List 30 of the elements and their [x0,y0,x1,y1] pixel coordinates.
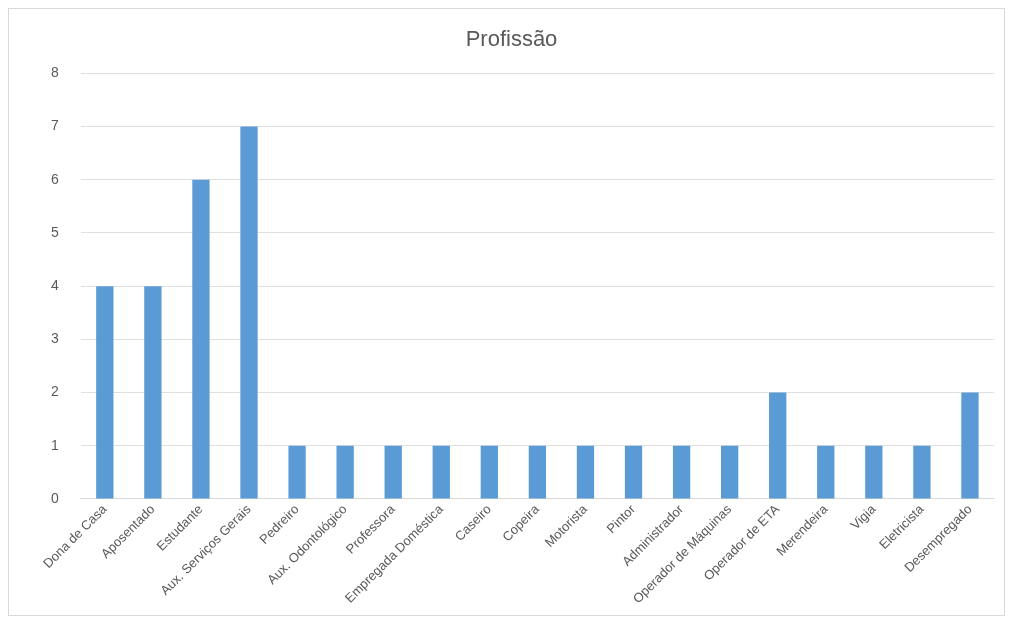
bar [96,286,114,499]
bar [913,445,931,499]
bar [384,445,402,499]
chart-title: Profissão [465,26,558,52]
bar [192,179,210,499]
bar [288,445,306,499]
bar [528,445,547,499]
y-tick-label: 1 [50,436,59,453]
y-tick-label: 0 [50,489,59,506]
y-tick-label: 6 [50,170,59,187]
y-tick-label: 8 [50,64,59,81]
bar [576,445,595,499]
bar [624,445,643,499]
bar [432,445,450,499]
bar [865,445,883,499]
bar [336,445,354,499]
bar [769,392,787,499]
y-tick-label: 2 [50,383,59,400]
bar [672,445,691,499]
bar [817,445,835,499]
bar [721,445,739,499]
y-tick-label: 4 [50,277,59,294]
x-tick-label: Vigia [847,500,880,533]
bar [480,445,498,499]
bar [961,392,979,499]
bar [144,286,162,499]
bar [240,126,258,499]
y-tick-label: 7 [50,117,59,134]
y-tick-label: 3 [50,330,59,347]
y-tick-label: 5 [50,223,59,240]
